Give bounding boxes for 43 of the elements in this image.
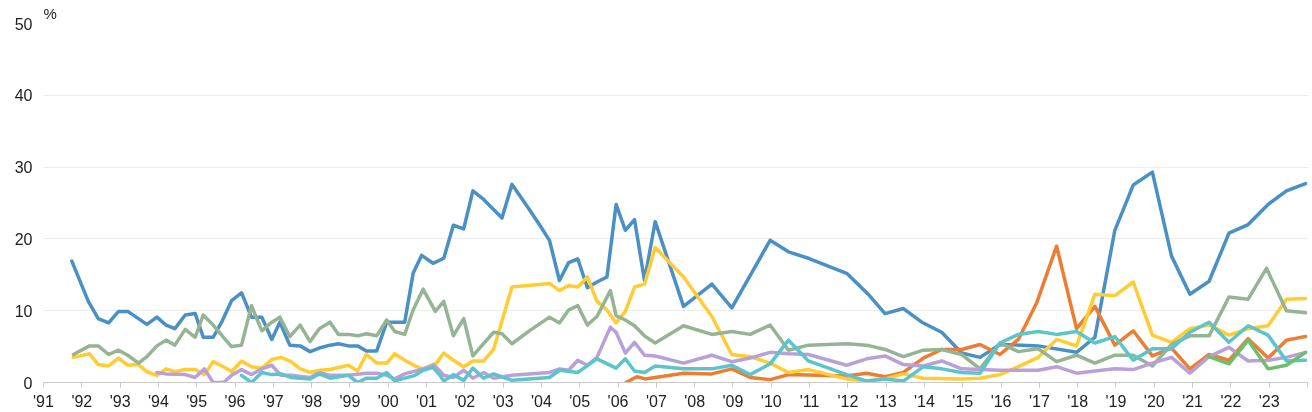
x-tick-label: '95 — [186, 392, 208, 410]
line-series — [71, 266, 1308, 371]
x-tick-label: '06 — [607, 392, 629, 410]
y-tick-label: 50 — [14, 15, 33, 33]
x-tick-label: '92 — [71, 392, 93, 410]
x-tick-label: '11 — [799, 392, 820, 410]
x-tick-label: '12 — [837, 392, 859, 410]
x-tick-label: '15 — [952, 392, 974, 410]
x-tick-label: '97 — [262, 392, 284, 410]
x-tick-label: '03 — [492, 392, 514, 410]
x-tick-label: '04 — [531, 392, 552, 410]
x-tick-label: '98 — [301, 392, 323, 410]
y-tick-label: 10 — [14, 302, 33, 320]
x-tick-label: '05 — [569, 392, 591, 410]
x-tick-label: '17 — [1028, 392, 1050, 410]
x-tick-label: '00 — [377, 392, 399, 410]
x-tick-label: '23 — [1258, 392, 1280, 410]
x-tick-label: '09 — [722, 392, 744, 410]
line-series — [1207, 338, 1308, 371]
x-tick-label: '08 — [684, 392, 706, 410]
x-tick-label: '13 — [875, 392, 897, 410]
x-tick-label: '94 — [147, 392, 169, 410]
x-tick-label: '96 — [224, 392, 246, 410]
y-axis-title: % — [43, 4, 57, 22]
x-tick-label: '21 — [1182, 392, 1204, 410]
x-tick-label: '16 — [990, 392, 1012, 410]
x-tick-label: '10 — [760, 392, 782, 410]
y-tick-label: 0 — [23, 374, 33, 392]
x-tick-label: '91 — [33, 392, 55, 410]
y-tick-label: 20 — [14, 230, 33, 248]
x-tick-label: '07 — [645, 392, 667, 410]
x-tick-label: '02 — [454, 392, 476, 410]
x-tick-label: '19 — [1105, 392, 1127, 410]
x-tick-label: '20 — [1143, 392, 1165, 410]
x-tick-label: '01 — [416, 392, 438, 410]
y-tick-label: 40 — [14, 87, 33, 105]
x-tick-label: '14 — [914, 392, 935, 410]
x-tick-label: '22 — [1220, 392, 1242, 410]
x-tick-label: '18 — [1067, 392, 1089, 410]
x-tick-label: '93 — [109, 392, 131, 410]
line-series — [70, 170, 1308, 360]
y-tick-label: 30 — [14, 159, 33, 177]
x-tick-label: '99 — [339, 392, 361, 410]
